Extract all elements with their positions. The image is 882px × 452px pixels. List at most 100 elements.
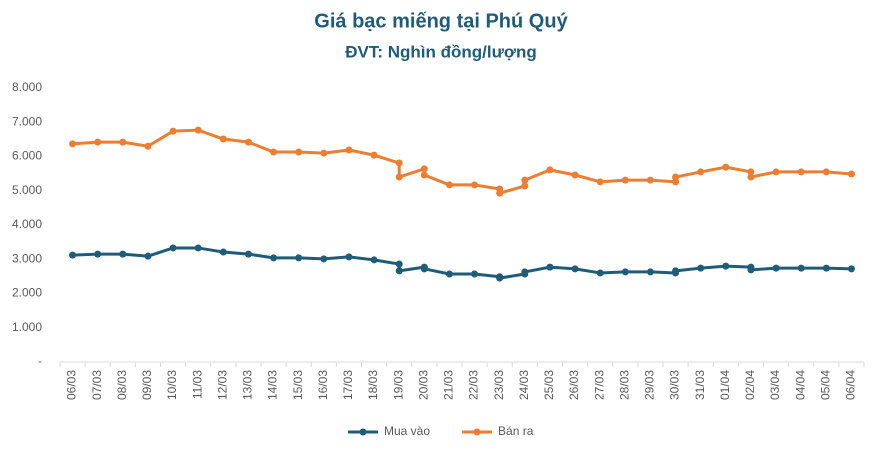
- point: [672, 173, 680, 181]
- point: [270, 254, 278, 262]
- point: [722, 163, 730, 171]
- point: [722, 262, 730, 270]
- point: [747, 266, 755, 274]
- point: [69, 251, 77, 259]
- line: [72, 128, 852, 195]
- x-tick-label: 27/03: [592, 370, 606, 400]
- point: [571, 265, 579, 273]
- point: [521, 268, 529, 276]
- point: [797, 168, 805, 176]
- point: [797, 264, 805, 272]
- point: [596, 269, 604, 277]
- point: [546, 166, 554, 174]
- x-tick-label: 29/03: [643, 370, 657, 400]
- x-tick-label: 01/04: [718, 370, 732, 400]
- x-tick-label: 16/03: [316, 370, 330, 400]
- point: [395, 267, 403, 275]
- legend-marker: [473, 428, 481, 436]
- point: [244, 250, 252, 258]
- point: [621, 268, 629, 276]
- point: [370, 256, 378, 264]
- point: [69, 140, 77, 148]
- x-tick-label: 24/03: [517, 370, 531, 400]
- x-tick-label: 03/04: [768, 370, 782, 400]
- point: [270, 148, 278, 156]
- x-tick-label: 23/03: [492, 370, 506, 400]
- y-tick-label: 1.000: [12, 320, 42, 334]
- x-tick-label: 08/03: [115, 370, 129, 400]
- x-tick-label: 21/03: [442, 370, 456, 400]
- point: [94, 250, 102, 258]
- point: [395, 159, 403, 167]
- point: [295, 148, 303, 156]
- point: [822, 264, 830, 272]
- x-tick-label: 26/03: [567, 370, 581, 400]
- x-tick-label: 13/03: [241, 370, 255, 400]
- point: [395, 173, 403, 181]
- point: [144, 252, 152, 260]
- x-tick-label: 02/04: [743, 370, 757, 400]
- point: [94, 138, 102, 146]
- x-tick-label: 12/03: [215, 370, 229, 400]
- point: [747, 168, 755, 176]
- point: [697, 168, 705, 176]
- x-tick-label: 09/03: [140, 370, 154, 400]
- x-tick-label: 06/03: [65, 370, 79, 400]
- x-tick-label: 20/03: [416, 370, 430, 400]
- point: [546, 263, 554, 271]
- point: [320, 149, 328, 157]
- y-tick-label: 6.000: [12, 149, 42, 163]
- legend-label: Bán ra: [498, 424, 534, 438]
- point: [621, 176, 629, 184]
- point: [672, 267, 680, 275]
- point: [194, 126, 202, 134]
- point: [345, 146, 353, 154]
- point: [420, 265, 428, 273]
- y-tick-label: 3.000: [12, 251, 42, 265]
- point: [370, 151, 378, 159]
- point: [646, 176, 654, 184]
- point: [496, 189, 504, 197]
- x-tick-label: 18/03: [366, 370, 380, 400]
- x-tick-label: 15/03: [291, 370, 305, 400]
- x-tick-label: 30/03: [668, 370, 682, 400]
- point: [471, 181, 479, 189]
- point: [822, 168, 830, 176]
- point: [596, 178, 604, 186]
- point: [219, 248, 227, 256]
- x-tick-label: 04/04: [793, 370, 807, 400]
- x-tick-label: 22/03: [467, 370, 481, 400]
- point: [847, 265, 855, 273]
- point: [847, 170, 855, 178]
- x-tick-label: 10/03: [165, 370, 179, 400]
- line: [72, 246, 852, 280]
- point: [445, 270, 453, 278]
- legend-marker: [359, 428, 367, 436]
- y-tick-label: 4.000: [12, 217, 42, 231]
- point: [697, 264, 705, 272]
- x-tick-label: 31/03: [693, 370, 707, 400]
- point: [119, 138, 127, 146]
- y-tick-label: 2.000: [12, 286, 42, 300]
- point: [169, 244, 177, 252]
- point: [420, 171, 428, 179]
- legend-label: Mua vào: [384, 424, 430, 438]
- y-tick-label: -: [38, 354, 42, 368]
- point: [119, 250, 127, 258]
- point: [169, 127, 177, 135]
- point: [672, 178, 680, 186]
- point: [320, 255, 328, 263]
- point: [471, 270, 479, 278]
- point: [772, 264, 780, 272]
- chart-subtitle: ĐVT: Nghìn đồng/lượng: [345, 42, 537, 61]
- x-tick-label: 06/04: [844, 370, 858, 400]
- point: [772, 168, 780, 176]
- y-tick-label: 7.000: [12, 114, 42, 128]
- point: [496, 274, 504, 282]
- x-tick-label: 11/03: [190, 370, 204, 399]
- point: [244, 138, 252, 146]
- point: [747, 173, 755, 181]
- x-tick-label: 07/03: [90, 370, 104, 400]
- point: [521, 182, 529, 190]
